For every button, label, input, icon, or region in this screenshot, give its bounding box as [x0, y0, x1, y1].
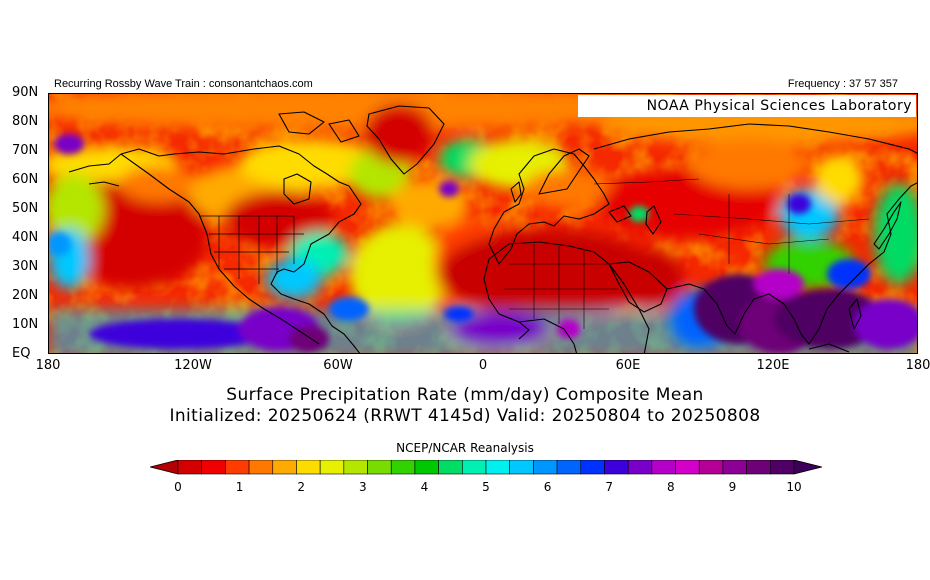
colorbar-swatch-21	[675, 460, 700, 475]
lat-label-80n: 80N	[12, 114, 39, 129]
colorbar-swatch-16	[556, 460, 582, 475]
country-borders	[504, 178, 870, 329]
colorbar-swatch-3	[248, 460, 274, 475]
lon-label-1: 120W	[174, 358, 212, 373]
colorbar-under-arrow	[150, 460, 179, 475]
lat-label-50n: 50N	[12, 201, 39, 216]
colorbar-tick-6: 6	[543, 480, 552, 494]
colorbar-swatch-5	[296, 460, 321, 475]
chart-subtitle: Initialized: 20250624 (RRWT 4145d) Valid…	[169, 406, 761, 426]
lon-label-0: 180	[35, 358, 61, 373]
colorbar-swatch-2	[225, 460, 250, 475]
data-source-label: NCEP/NCAR Reanalysis	[396, 441, 534, 455]
lon-label-5: 120E	[756, 358, 790, 373]
lon-label-3: 0	[478, 358, 488, 373]
lon-label-4: 60E	[615, 358, 641, 373]
colorbar-swatch-6	[319, 460, 345, 475]
colorbar-tick-3: 3	[358, 480, 367, 494]
lon-label-6: 180	[905, 358, 930, 373]
lat-label-20n: 20N	[12, 288, 39, 303]
chart-title: Surface Precipitation Rate (mm/day) Comp…	[226, 385, 704, 405]
colorbar-swatch-1	[201, 460, 226, 475]
colorbar-swatch-22	[698, 460, 724, 475]
lat-label-eq: EQ	[12, 346, 31, 361]
colorbar-swatch-0	[177, 460, 202, 475]
colorbar-tick-4: 4	[420, 480, 429, 494]
colorbar-swatch-12	[462, 460, 487, 475]
colorbar-tick-1: 1	[235, 480, 244, 494]
colorbar-swatch-9	[390, 460, 416, 475]
colorbar-tick-2: 2	[297, 480, 306, 494]
colorbar-swatch-8	[367, 460, 392, 475]
noaa-attribution: NOAA Physical Sciences Laboratory	[578, 95, 916, 117]
colorbar-swatch-15	[533, 460, 558, 475]
colorbar-swatch-18	[604, 460, 629, 475]
colorbar-swatch-19	[627, 460, 653, 475]
header-frequency: Frequency : 37 57 357	[787, 78, 898, 90]
header-left-title: Recurring Rossby Wave Train : consonantc…	[54, 78, 313, 90]
colorbar-swatch-25	[770, 460, 795, 475]
precip-blobs	[49, 94, 917, 353]
colorbar-swatch-10	[414, 460, 439, 475]
colorbar-swatch-20	[651, 460, 676, 475]
colorbar-tick-7: 7	[605, 480, 614, 494]
lat-label-60n: 60N	[12, 172, 39, 187]
colorbar-swatch-17	[580, 460, 605, 475]
colorbar-swatch-7	[343, 460, 368, 475]
colorbar-tick-5: 5	[482, 480, 490, 494]
lat-label-30n: 30N	[12, 259, 39, 274]
lon-label-2: 60W	[323, 358, 353, 373]
colorbar-swatch-13	[485, 460, 510, 475]
lat-label-40n: 40N	[12, 230, 39, 245]
colorbar-swatch-23	[722, 460, 747, 475]
colorbar-swatch-11	[438, 460, 463, 475]
coastlines	[68, 105, 917, 353]
colorbar-tick-9: 9	[728, 480, 737, 494]
lat-label-90n: 90N	[12, 85, 39, 100]
lat-label-70n: 70N	[12, 143, 39, 158]
colorbar-tick-8: 8	[666, 480, 675, 494]
colorbar-over-arrow	[793, 460, 822, 475]
colorbar-swatch-14	[509, 460, 534, 475]
us-state-borders	[199, 215, 304, 284]
colorbar-tick-0: 0	[174, 480, 182, 494]
colorbar-tick-10: 10	[786, 480, 802, 494]
lat-label-10n: 10N	[12, 317, 39, 332]
colorbar	[150, 460, 822, 475]
colorbar-swatch-24	[746, 460, 771, 475]
precipitation-map: NOAA Physical Sciences Laboratory	[48, 93, 918, 354]
colorbar-swatch-4	[272, 460, 297, 475]
map-svg	[49, 94, 917, 353]
